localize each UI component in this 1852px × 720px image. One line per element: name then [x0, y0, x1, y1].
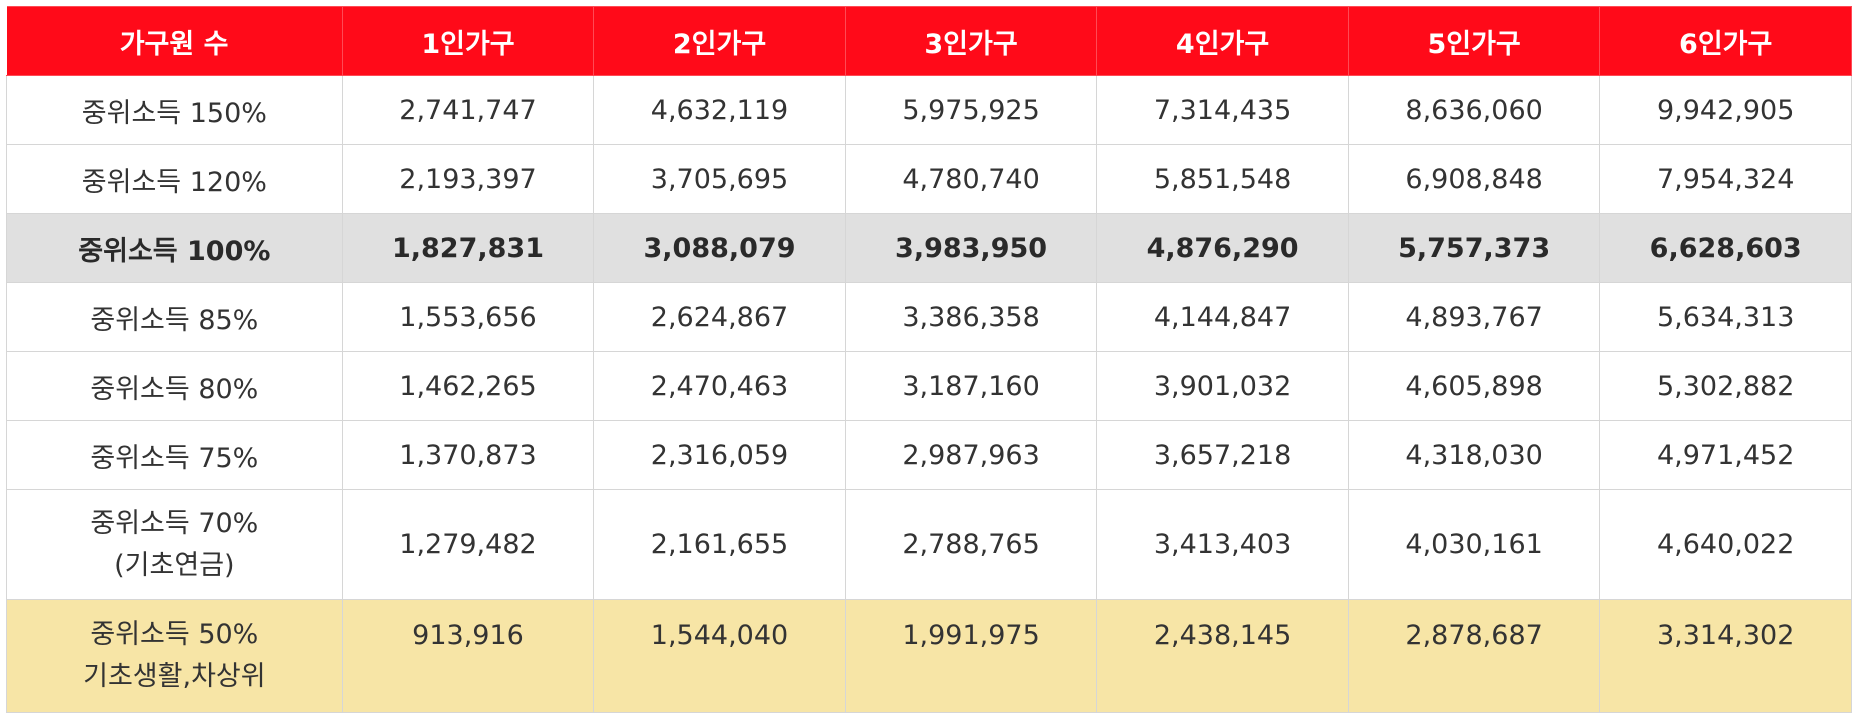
- row-label: 중위소득 70% (기초연금): [6, 489, 343, 600]
- table-body: 중위소득 150% 2,741,747 4,632,119 5,975,925 …: [6, 75, 1852, 713]
- table-cell: 3,314,302: [1599, 599, 1852, 713]
- table-cell: 4,780,740: [844, 144, 1098, 214]
- table-cell: 1,553,656: [341, 282, 595, 352]
- table-row: 중위소득 70% (기초연금) 1,279,482 2,161,655 2,78…: [6, 489, 1852, 600]
- table-cell: 3,901,032: [1096, 351, 1349, 421]
- table-cell: 5,975,925: [844, 75, 1098, 145]
- table-cell: 9,942,905: [1599, 75, 1852, 145]
- table-cell: 3,705,695: [593, 144, 846, 214]
- table-cell: 1,991,975: [844, 599, 1098, 713]
- table-cell: 4,640,022: [1599, 489, 1852, 600]
- table-cell: 4,876,290: [1096, 213, 1349, 283]
- table-cell: 3,187,160: [844, 351, 1098, 421]
- table-cell: 2,438,145: [1096, 599, 1349, 713]
- table-cell: 2,193,397: [341, 144, 595, 214]
- table-cell: 3,657,218: [1096, 420, 1349, 490]
- table-cell: 1,279,482: [341, 489, 595, 600]
- row-label: 중위소득 150%: [6, 75, 343, 145]
- row-label: 중위소득 50% 기초생활,차상위: [6, 599, 343, 713]
- table-cell: 5,634,313: [1599, 282, 1852, 352]
- row-label: 중위소득 75%: [6, 420, 343, 490]
- header-5-person: 5인가구: [1347, 6, 1601, 76]
- table-cell: 4,605,898: [1347, 351, 1601, 421]
- table-cell: 5,757,373: [1347, 213, 1601, 283]
- table-cell: 4,893,767: [1347, 282, 1601, 352]
- table-cell: 4,318,030: [1347, 420, 1601, 490]
- table-cell: 4,971,452: [1599, 420, 1852, 490]
- header-2-person: 2인가구: [593, 6, 846, 76]
- table-cell: 4,144,847: [1096, 282, 1349, 352]
- table-cell: 6,908,848: [1347, 144, 1601, 214]
- row-label-line: 중위소득 50%: [90, 619, 259, 650]
- table-cell: 6,628,603: [1599, 213, 1852, 283]
- table-header: 가구원 수 1인가구 2인가구 3인가구 4인가구 5인가구 6인가구: [6, 6, 1852, 76]
- table-row: 중위소득 150% 2,741,747 4,632,119 5,975,925 …: [6, 75, 1852, 145]
- table-cell: 5,851,548: [1096, 144, 1349, 214]
- header-1-person: 1인가구: [341, 6, 595, 76]
- table-cell: 1,827,831: [341, 213, 595, 283]
- median-income-table: 가구원 수 1인가구 2인가구 3인가구 4인가구 5인가구 6인가구 중위소득…: [6, 6, 1852, 713]
- table-cell: 1,544,040: [593, 599, 846, 713]
- table-cell: 2,470,463: [593, 351, 846, 421]
- table-cell: 3,413,403: [1096, 489, 1349, 600]
- row-label: 중위소득 80%: [6, 351, 343, 421]
- table-cell: 7,314,435: [1096, 75, 1349, 145]
- row-label-line: 중위소득 70%: [90, 507, 259, 539]
- row-label: 중위소득 100%: [6, 213, 343, 283]
- row-label-line: (기초연금): [114, 549, 235, 581]
- table-cell: 3,386,358: [844, 282, 1098, 352]
- header-4-person: 4인가구: [1096, 6, 1349, 76]
- table-cell: 7,954,324: [1599, 144, 1852, 214]
- table-cell: 4,030,161: [1347, 489, 1601, 600]
- table-row: 중위소득 85% 1,553,656 2,624,867 3,386,358 4…: [6, 282, 1852, 352]
- table-row: 중위소득 80% 1,462,265 2,470,463 3,187,160 3…: [6, 351, 1852, 421]
- header-6-person: 6인가구: [1599, 6, 1852, 76]
- table-cell: 2,316,059: [593, 420, 846, 490]
- table-cell: 3,983,950: [844, 213, 1098, 283]
- table-row: 중위소득 120% 2,193,397 3,705,695 4,780,740 …: [6, 144, 1852, 214]
- table-cell: 1,370,873: [341, 420, 595, 490]
- table-cell: 2,878,687: [1347, 599, 1601, 713]
- header-3-person: 3인가구: [844, 6, 1098, 76]
- row-label: 중위소득 120%: [6, 144, 343, 214]
- table-cell: 2,624,867: [593, 282, 846, 352]
- table-cell: 2,161,655: [593, 489, 846, 600]
- header-row: 가구원 수 1인가구 2인가구 3인가구 4인가구 5인가구 6인가구: [6, 6, 1852, 76]
- header-household-size: 가구원 수: [6, 6, 343, 76]
- table-row: 중위소득 75% 1,370,873 2,316,059 2,987,963 3…: [6, 420, 1852, 490]
- row-label: 중위소득 85%: [6, 282, 343, 352]
- table-cell: 5,302,882: [1599, 351, 1852, 421]
- table-cell: 3,088,079: [593, 213, 846, 283]
- table-cell: 2,987,963: [844, 420, 1098, 490]
- row-label-line: 기초생활,차상위: [83, 661, 266, 692]
- table-row-highlight: 중위소득 100% 1,827,831 3,088,079 3,983,950 …: [6, 213, 1852, 283]
- table-cell: 4,632,119: [593, 75, 846, 145]
- table-cell: 2,788,765: [844, 489, 1098, 600]
- table-cell: 913,916: [341, 599, 595, 713]
- table-cell: 1,462,265: [341, 351, 595, 421]
- table-row-highlight: 중위소득 50% 기초생활,차상위 913,916 1,544,040 1,99…: [6, 599, 1852, 713]
- table-container: 가구원 수 1인가구 2인가구 3인가구 4인가구 5인가구 6인가구 중위소득…: [6, 6, 1852, 713]
- table-cell: 8,636,060: [1347, 75, 1601, 145]
- table-cell: 2,741,747: [341, 75, 595, 145]
